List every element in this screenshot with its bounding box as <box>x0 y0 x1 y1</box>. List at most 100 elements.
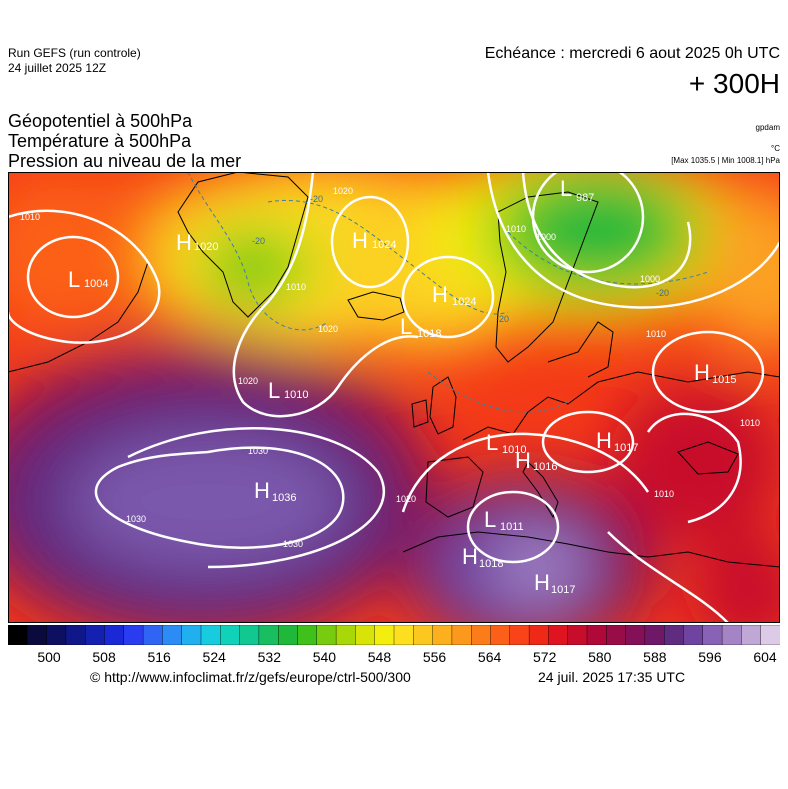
colorbar-swatch <box>355 625 376 645</box>
svg-text:1016: 1016 <box>533 461 557 473</box>
isobar-label: 1020 <box>396 494 416 504</box>
colorbar-tick-label: 588 <box>643 649 667 665</box>
iceland-coast <box>347 291 405 321</box>
colorbar-tick-label: 556 <box>422 649 447 665</box>
unit-celsius: °C <box>771 144 780 153</box>
svg-text:L: L <box>486 430 498 455</box>
colorbar-tick-label: 508 <box>92 649 116 665</box>
field-title-temperature: Température à 500hPa <box>8 131 192 151</box>
svg-text:L: L <box>68 267 80 292</box>
colorbar-tick-label: 540 <box>312 649 337 665</box>
svg-text:1020: 1020 <box>194 241 218 253</box>
colorbar-swatch <box>123 625 144 645</box>
colorbar-tick-label: 564 <box>477 649 502 665</box>
isobar-label: 1020 <box>333 186 353 196</box>
svg-text:L: L <box>560 176 572 201</box>
colorbar-tick-label: 572 <box>533 649 557 665</box>
svg-text:1015: 1015 <box>712 374 736 386</box>
isotherm-labels: -20 -20 -20 -20 <box>252 194 669 324</box>
pressure-center: L 1011 <box>484 507 524 533</box>
isobar-label: 1010 <box>20 212 40 222</box>
colorbar-swatch <box>741 625 762 645</box>
pressure-center: H 1018 <box>462 544 503 570</box>
svg-text:1010: 1010 <box>502 444 526 456</box>
colorbar-swatch <box>297 625 318 645</box>
isobars <box>8 172 780 623</box>
svg-text:1024: 1024 <box>452 296 476 308</box>
colorbar-tick-label: 596 <box>698 649 722 665</box>
pressure-center: L 1004 <box>68 267 108 292</box>
pressure-center: H 1017 <box>596 428 638 454</box>
svg-text:1010: 1010 <box>284 389 308 401</box>
pressure-center: H 1016 <box>515 448 557 473</box>
isobar-label: 1020 <box>318 324 338 334</box>
colorbar-swatch <box>683 625 704 645</box>
unit-gpdam: gpdam <box>755 123 780 132</box>
svg-text:H: H <box>462 544 478 569</box>
field-title-geopotential: Géopotentiel à 500hPa <box>8 111 193 131</box>
colorbar-swatch <box>8 625 29 645</box>
colorbar-swatch <box>664 625 685 645</box>
svg-text:1018: 1018 <box>479 558 503 570</box>
svg-text:1036: 1036 <box>272 492 296 504</box>
isotherm-label: -20 <box>496 314 509 324</box>
unit-pressure-range: [Max 1035.5 | Min 1008.1] hPa <box>671 156 780 165</box>
pressure-center: L 1018 <box>400 314 441 340</box>
colorbar-swatch <box>393 625 415 645</box>
black-sea-coast <box>677 441 739 475</box>
colorbar-tick-label: 532 <box>257 649 281 665</box>
colorbar-swatch <box>239 625 260 645</box>
colorbar-swatch <box>586 625 608 645</box>
isobar-label: 1010 <box>506 224 526 234</box>
lead-time: + 300H <box>688 68 780 99</box>
colorbar-swatch <box>46 625 67 645</box>
svg-text:1004: 1004 <box>84 278 108 290</box>
svg-text:L: L <box>400 314 412 339</box>
svg-text:H: H <box>176 230 192 255</box>
colorbar-tick-label: 516 <box>147 649 171 665</box>
colorbar-swatch <box>335 625 357 645</box>
svg-text:1011: 1011 <box>500 521 524 533</box>
colorbar-swatch <box>316 625 337 645</box>
colorbar-swatch <box>625 625 646 645</box>
colorbar-swatch <box>413 625 434 645</box>
colorbar-swatch <box>104 625 125 645</box>
scandinavia-coast <box>495 191 599 363</box>
svg-text:987: 987 <box>576 192 594 204</box>
isobar-label: 1020 <box>238 376 258 386</box>
pressure-center: H 1020 <box>176 230 218 255</box>
isotherm-label: -20 <box>252 236 265 246</box>
svg-text:L: L <box>484 507 496 532</box>
svg-text:L: L <box>268 378 280 403</box>
isobar-label: 1000 <box>536 232 556 242</box>
isobar-labels: 1010 1020 1010 1020 1000 1000 1010 1020 … <box>20 186 760 549</box>
colorbar-swatch <box>142 625 164 645</box>
baltic-coast <box>547 321 614 378</box>
svg-text:1024: 1024 <box>372 239 396 251</box>
colorbar-swatch <box>528 625 550 645</box>
colorbar-swatch <box>65 625 87 645</box>
isobar-label: 1030 <box>126 514 146 524</box>
colorbar-tick-label: 580 <box>588 649 612 665</box>
pressure-center: H 1015 <box>694 360 736 386</box>
isobar-label: 1030 <box>283 539 303 549</box>
field-title-pressure: Pression au niveau de la mer <box>8 151 242 171</box>
run-date: 24 juillet 2025 12Z <box>8 61 107 75</box>
colorbar-swatch <box>278 625 299 645</box>
colorbar-swatch <box>374 625 395 645</box>
svg-text:H: H <box>254 478 270 503</box>
isobar-label: 1010 <box>646 329 666 339</box>
svg-text:H: H <box>596 428 612 453</box>
svg-text:1017: 1017 <box>614 442 638 454</box>
ireland-coast <box>411 399 429 428</box>
colorbar-tick-label: 548 <box>367 649 392 665</box>
coastlines <box>8 172 780 568</box>
colorbar-swatch <box>451 625 472 645</box>
colorbar-swatch <box>702 625 723 645</box>
weather-map: L 1004 H 1020 H 1024 H 1024 L 1018 L 987 L 1010… <box>8 172 780 623</box>
colorbar-swatch <box>471 625 492 645</box>
colorbar-swatch <box>84 625 106 645</box>
svg-text:1017: 1017 <box>551 584 575 596</box>
colorbar-swatch <box>548 625 569 645</box>
colorbar-swatch <box>490 625 511 645</box>
